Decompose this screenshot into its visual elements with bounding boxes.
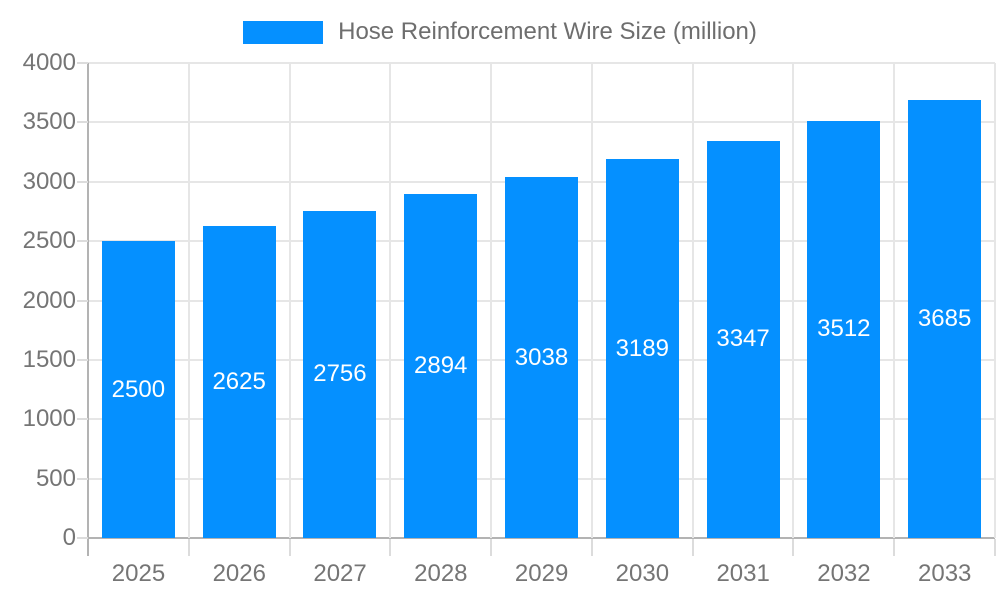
y-tick-mark	[77, 121, 88, 124]
y-tick-label: 0	[62, 524, 76, 551]
y-tick-label: 500	[35, 464, 76, 492]
bar	[706, 140, 780, 538]
bar	[404, 194, 478, 538]
x-tick-mark	[288, 539, 291, 556]
bar-value-label: 3512	[817, 315, 871, 343]
x-tick-mark	[187, 539, 190, 556]
y-tick-mark	[77, 240, 88, 243]
gridline-horizontal	[88, 121, 995, 124]
bar	[505, 177, 578, 538]
y-tick-mark	[77, 358, 88, 361]
y-tick-label: 2000	[22, 286, 76, 314]
x-tick-label: 2028	[414, 560, 468, 587]
gridline-vertical	[490, 63, 493, 538]
bar-value-label: 3347	[716, 325, 770, 353]
bar-value-label: 2756	[313, 360, 367, 388]
bar-value-label: 2894	[414, 352, 468, 380]
x-tick-label: 2029	[514, 560, 569, 587]
gridline-vertical	[389, 63, 392, 538]
gridline-horizontal	[88, 62, 995, 64]
gridline-vertical	[792, 63, 795, 538]
x-tick-mark	[792, 539, 795, 556]
x-tick-label: 2031	[716, 560, 770, 587]
bar-value-label: 2500	[111, 375, 166, 403]
legend-label: Hose Reinforcement Wire Size (million)	[338, 18, 757, 45]
gridline-vertical	[691, 63, 694, 538]
y-tick-label: 2500	[22, 227, 76, 255]
bar	[807, 120, 881, 538]
gridline-vertical	[590, 63, 593, 538]
bar-value-label: 3189	[615, 334, 669, 362]
bar-value-label: 2625	[212, 368, 266, 396]
plot-area: 2500 2625 2756 2894 3038 3189 3347 3512 3685	[88, 62, 996, 539]
bar	[101, 241, 175, 538]
x-tick-label: 2025	[111, 560, 166, 587]
gridline-vertical	[994, 63, 996, 538]
y-tick-label: 3500	[22, 108, 76, 136]
y-tick-mark	[77, 62, 88, 64]
x-tick-mark	[691, 539, 694, 556]
y-tick-label: 1500	[22, 345, 76, 373]
legend-swatch	[243, 20, 324, 44]
x-tick-mark	[490, 539, 493, 556]
y-tick-label: 3000	[22, 167, 76, 195]
bar	[605, 159, 679, 538]
x-tick-mark	[893, 539, 896, 556]
y-tick-mark	[77, 180, 88, 183]
bar	[303, 210, 377, 538]
bar	[202, 226, 276, 538]
y-tick-label: 1000	[22, 405, 76, 433]
bar-value-label: 3685	[917, 305, 972, 333]
gridline-vertical	[187, 63, 190, 538]
y-tick-mark	[77, 418, 88, 421]
gridline-vertical	[893, 63, 896, 538]
x-tick-label: 2026	[212, 560, 266, 587]
x-tick-mark	[389, 539, 392, 556]
gridline-horizontal	[88, 537, 995, 539]
x-tick-label: 2033	[918, 560, 972, 587]
x-tick-label: 2032	[817, 560, 871, 587]
x-tick-label: 2027	[313, 560, 367, 587]
y-tick-mark	[77, 537, 88, 539]
bar	[908, 100, 982, 538]
gridline-vertical	[288, 63, 291, 538]
y-tick-label: 4000	[22, 49, 76, 76]
chart-legend: Hose Reinforcement Wire Size (million)	[0, 17, 1000, 47]
y-axis-line	[87, 63, 89, 556]
x-tick-label: 2030	[615, 560, 670, 587]
x-tick-mark	[590, 539, 593, 556]
x-tick-mark	[994, 539, 996, 556]
bar-value-label: 3038	[514, 343, 569, 371]
y-tick-mark	[77, 299, 88, 302]
y-tick-mark	[77, 477, 88, 480]
